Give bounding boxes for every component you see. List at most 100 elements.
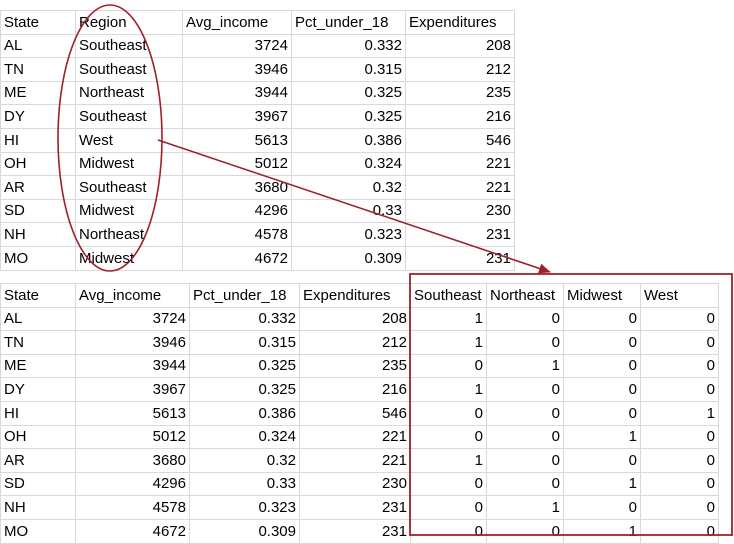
cell-expenditures[interactable]: 221 <box>299 424 411 450</box>
cell-expenditures[interactable]: 212 <box>405 57 515 82</box>
cell-west[interactable]: 0 <box>640 306 719 332</box>
cell-avg-income[interactable]: 3680 <box>182 175 292 200</box>
cell-pct-under-18[interactable]: 0.323 <box>291 222 406 247</box>
cell-state[interactable]: ME <box>0 353 76 379</box>
cell-region[interactable]: Midwest <box>75 245 183 271</box>
cell-northeast[interactable]: 0 <box>486 448 564 473</box>
cell-west[interactable]: 0 <box>640 495 719 520</box>
cell-region[interactable]: West <box>75 127 183 153</box>
column-header-pct-under-18[interactable]: Pct_under_18 <box>189 283 300 308</box>
column-header-west[interactable]: West <box>640 283 719 308</box>
cell-state[interactable]: NH <box>0 222 76 247</box>
cell-state[interactable]: OH <box>0 151 76 177</box>
cell-expenditures[interactable]: 231 <box>405 222 515 247</box>
cell-midwest[interactable]: 0 <box>563 400 641 426</box>
cell-west[interactable]: 0 <box>640 448 719 473</box>
cell-northeast[interactable]: 0 <box>486 377 564 402</box>
cell-region[interactable]: Southeast <box>75 175 183 200</box>
cell-state[interactable]: HI <box>0 127 76 153</box>
cell-southeast[interactable]: 0 <box>410 518 487 544</box>
cell-region[interactable]: Midwest <box>75 151 183 177</box>
column-header-pct-under-18[interactable]: Pct_under_18 <box>291 10 406 35</box>
cell-state[interactable]: HI <box>0 400 76 426</box>
column-header-midwest[interactable]: Midwest <box>563 283 641 308</box>
cell-avg-income[interactable]: 3944 <box>75 353 190 379</box>
cell-state[interactable]: DY <box>0 377 76 402</box>
cell-state[interactable]: TN <box>0 57 76 82</box>
cell-region[interactable]: Northeast <box>75 222 183 247</box>
cell-southeast[interactable]: 0 <box>410 471 487 497</box>
cell-northeast[interactable]: 0 <box>486 330 564 355</box>
cell-midwest[interactable]: 1 <box>563 518 641 544</box>
cell-expenditures[interactable]: 235 <box>299 353 411 379</box>
cell-midwest[interactable]: 0 <box>563 377 641 402</box>
cell-state[interactable]: AR <box>0 448 76 473</box>
cell-midwest[interactable]: 0 <box>563 353 641 379</box>
column-header-state[interactable]: State <box>0 283 76 308</box>
column-header-avg-income[interactable]: Avg_income <box>75 283 190 308</box>
cell-state[interactable]: AR <box>0 175 76 200</box>
cell-state[interactable]: NH <box>0 495 76 520</box>
cell-expenditures[interactable]: 221 <box>405 151 515 177</box>
cell-pct-under-18[interactable]: 0.32 <box>189 448 300 473</box>
cell-state[interactable]: ME <box>0 80 76 106</box>
cell-west[interactable]: 0 <box>640 471 719 497</box>
cell-avg-income[interactable]: 4672 <box>182 245 292 271</box>
cell-northeast[interactable]: 0 <box>486 518 564 544</box>
cell-midwest[interactable]: 0 <box>563 495 641 520</box>
cell-southeast[interactable]: 0 <box>410 495 487 520</box>
cell-west[interactable]: 0 <box>640 330 719 355</box>
cell-midwest[interactable]: 0 <box>563 448 641 473</box>
cell-state[interactable]: DY <box>0 104 76 129</box>
cell-expenditures[interactable]: 546 <box>299 400 411 426</box>
cell-pct-under-18[interactable]: 0.33 <box>291 198 406 224</box>
cell-state[interactable]: MO <box>0 518 76 544</box>
cell-state[interactable]: SD <box>0 198 76 224</box>
cell-northeast[interactable]: 0 <box>486 471 564 497</box>
cell-pct-under-18[interactable]: 0.33 <box>189 471 300 497</box>
cell-west[interactable]: 0 <box>640 518 719 544</box>
cell-state[interactable]: SD <box>0 471 76 497</box>
cell-midwest[interactable]: 0 <box>563 330 641 355</box>
cell-avg-income[interactable]: 5613 <box>75 400 190 426</box>
cell-avg-income[interactable]: 5613 <box>182 127 292 153</box>
cell-southeast[interactable]: 1 <box>410 448 487 473</box>
cell-pct-under-18[interactable]: 0.315 <box>189 330 300 355</box>
cell-avg-income[interactable]: 4296 <box>182 198 292 224</box>
column-header-expenditures[interactable]: Expenditures <box>299 283 411 308</box>
cell-avg-income[interactable]: 3724 <box>75 306 190 332</box>
cell-state[interactable]: MO <box>0 245 76 271</box>
cell-avg-income[interactable]: 4672 <box>75 518 190 544</box>
cell-expenditures[interactable]: 231 <box>299 495 411 520</box>
cell-pct-under-18[interactable]: 0.386 <box>189 400 300 426</box>
cell-pct-under-18[interactable]: 0.309 <box>291 245 406 271</box>
cell-avg-income[interactable]: 4296 <box>75 471 190 497</box>
cell-avg-income[interactable]: 3946 <box>75 330 190 355</box>
cell-west[interactable]: 1 <box>640 400 719 426</box>
cell-southeast[interactable]: 1 <box>410 306 487 332</box>
cell-pct-under-18[interactable]: 0.324 <box>291 151 406 177</box>
cell-avg-income[interactable]: 3967 <box>75 377 190 402</box>
column-header-northeast[interactable]: Northeast <box>486 283 564 308</box>
cell-expenditures[interactable]: 230 <box>405 198 515 224</box>
cell-southeast[interactable]: 1 <box>410 377 487 402</box>
cell-west[interactable]: 0 <box>640 377 719 402</box>
cell-pct-under-18[interactable]: 0.324 <box>189 424 300 450</box>
cell-state[interactable]: OH <box>0 424 76 450</box>
cell-region[interactable]: Southeast <box>75 57 183 82</box>
cell-midwest[interactable]: 0 <box>563 306 641 332</box>
cell-expenditures[interactable]: 221 <box>405 175 515 200</box>
cell-expenditures[interactable]: 221 <box>299 448 411 473</box>
cell-midwest[interactable]: 1 <box>563 424 641 450</box>
cell-expenditures[interactable]: 230 <box>299 471 411 497</box>
cell-avg-income[interactable]: 3946 <box>182 57 292 82</box>
cell-region[interactable]: Midwest <box>75 198 183 224</box>
cell-avg-income[interactable]: 5012 <box>75 424 190 450</box>
cell-northeast[interactable]: 1 <box>486 353 564 379</box>
cell-expenditures[interactable]: 216 <box>405 104 515 129</box>
cell-region[interactable]: Northeast <box>75 80 183 106</box>
column-header-avg-income[interactable]: Avg_income <box>182 10 292 35</box>
cell-southeast[interactable]: 0 <box>410 353 487 379</box>
cell-avg-income[interactable]: 3944 <box>182 80 292 106</box>
column-header-region[interactable]: Region <box>75 10 183 35</box>
